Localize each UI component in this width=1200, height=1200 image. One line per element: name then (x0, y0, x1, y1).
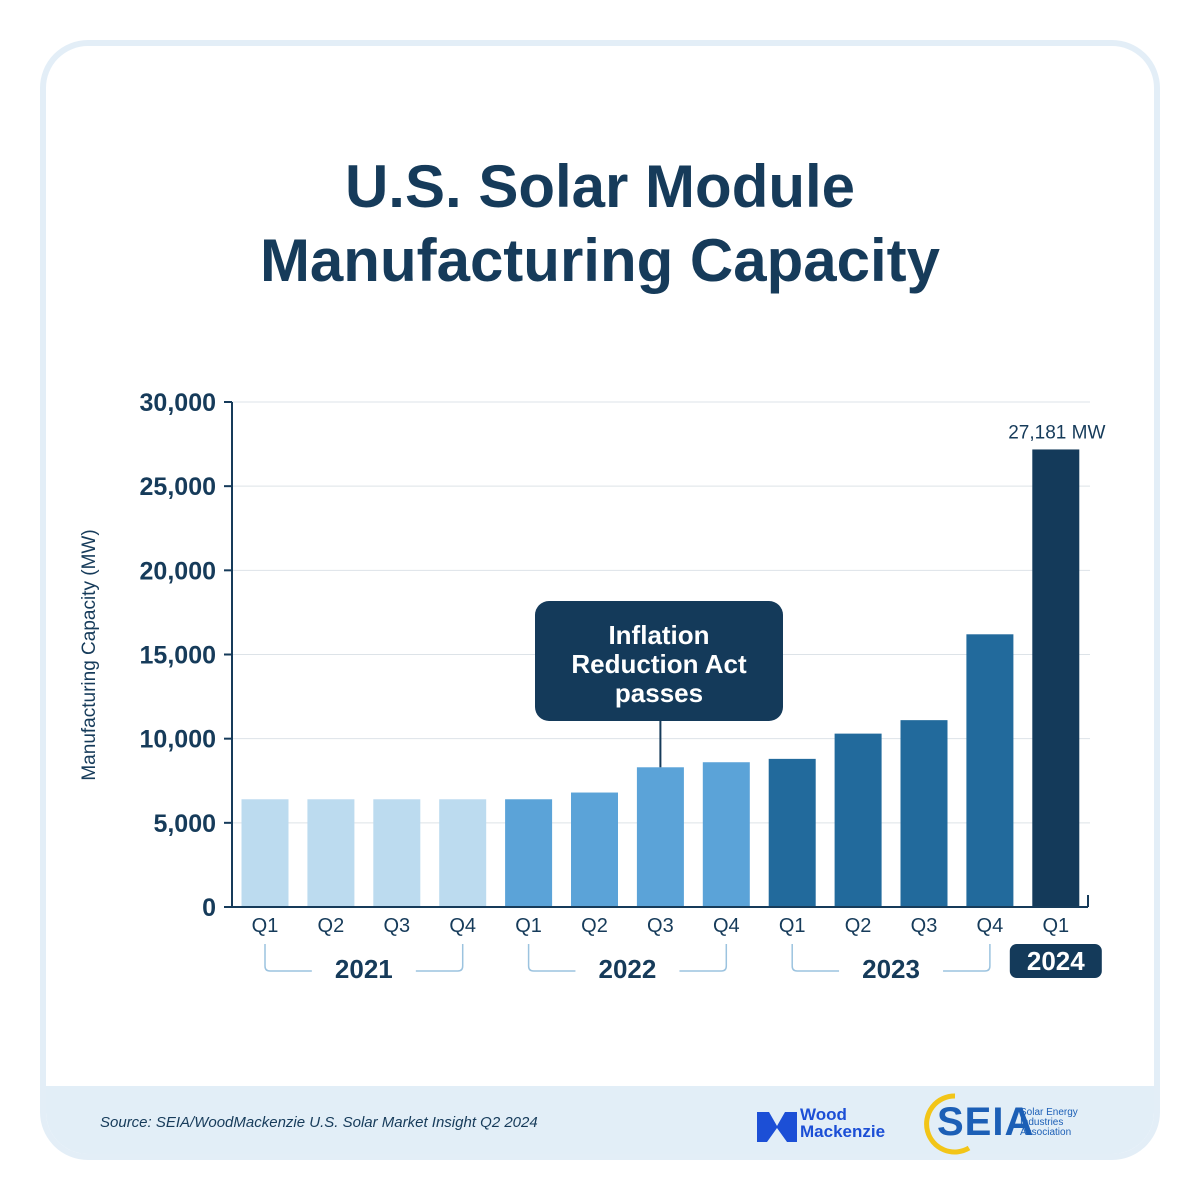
seia-sun-logo-icon (924, 1093, 971, 1155)
wood-mackenzie-logo-icon (757, 1112, 797, 1142)
year-bracket-left (527, 944, 576, 972)
x-tick-label: Q3 (647, 915, 674, 937)
bar (439, 799, 487, 907)
bar (768, 758, 816, 907)
callout-text-line: Inflation (608, 620, 709, 650)
y-axis-label: Manufacturing Capacity (MW) (79, 529, 100, 780)
x-tick-label: Q3 (383, 915, 410, 937)
x-tick-label: Q4 (713, 915, 740, 937)
bar (373, 799, 421, 907)
year-label: 2024 (1027, 946, 1085, 976)
year-label: 2021 (335, 954, 393, 984)
chart-title: U.S. Solar Module Manufacturing Capacity (0, 150, 1200, 298)
y-tick-label: 10,000 (140, 726, 216, 754)
bar (241, 799, 289, 907)
bar (505, 799, 553, 907)
x-tick-labels: Q1 Q2 Q3 Q4 Q1 Q2 Q3 Q4 Q1 Q2 Q3 Q4 Q1 (252, 915, 1069, 937)
year-bracket-left (791, 944, 840, 972)
y-tick-label: 15,000 (140, 642, 216, 670)
bars (241, 449, 1080, 907)
year-groups: 2021 2022 2023 2024 (264, 944, 1102, 984)
x-tick-label: Q1 (515, 915, 542, 937)
x-tick-label: Q2 (318, 915, 345, 937)
y-tick-label: 5,000 (153, 810, 216, 838)
bar (307, 799, 355, 907)
title-line-1: U.S. Solar Module (344, 153, 856, 220)
bar (571, 792, 618, 907)
y-tick-label: 20,000 (140, 557, 216, 585)
y-tick-labels: 0 5,000 10,000 15,000 20,000 25,000 30,000 (140, 389, 216, 922)
card-frame (40, 40, 1160, 1160)
x-tick-label: Q2 (581, 915, 608, 937)
source-note: Source: SEIA/WoodMackenzie U.S. Solar Ma… (100, 1114, 538, 1131)
year-label: 2022 (599, 954, 657, 984)
y-tick-label: 25,000 (140, 473, 216, 501)
data-label: 27,181 MW (1008, 422, 1105, 443)
year-bracket-right (415, 944, 464, 972)
seia-wordmark: SEIA (937, 1100, 1035, 1144)
wood-mackenzie-wordmark: Wood Mackenzie (800, 1105, 886, 1141)
x-tick-label: Q4 (449, 915, 476, 937)
year-badge (1009, 944, 1102, 978)
bar (966, 634, 1014, 907)
year-label: 2023 (862, 954, 920, 984)
x-tick-label: Q1 (252, 915, 279, 937)
callout-text-line: passes (615, 678, 703, 708)
bar (636, 767, 684, 907)
axes (231, 402, 1089, 908)
x-tick-label: Q4 (977, 915, 1004, 937)
y-tick-label: 0 (202, 894, 216, 922)
footer-band (46, 1086, 1154, 1154)
x-tick-label: Q1 (779, 915, 806, 937)
title-line-2: Manufacturing Capacity (259, 227, 941, 294)
x-tick-label: Q1 (1042, 915, 1069, 937)
callout-box (535, 601, 783, 721)
year-bracket-right (943, 944, 991, 972)
year-bracket-left (264, 944, 312, 972)
y-tick-label: 30,000 (140, 389, 216, 417)
x-tick-label: Q3 (911, 915, 938, 937)
bar (702, 762, 750, 907)
bar (834, 733, 882, 907)
seia-subtitle: Solar Energy Industries Association (1020, 1107, 1078, 1138)
bar (900, 720, 948, 907)
data-labels: 27,181 MW (1008, 422, 1105, 443)
callout-text-line: Reduction Act (571, 649, 747, 679)
bar (1032, 449, 1080, 907)
year-bracket-right (679, 944, 728, 972)
x-tick-label: Q2 (845, 915, 872, 937)
